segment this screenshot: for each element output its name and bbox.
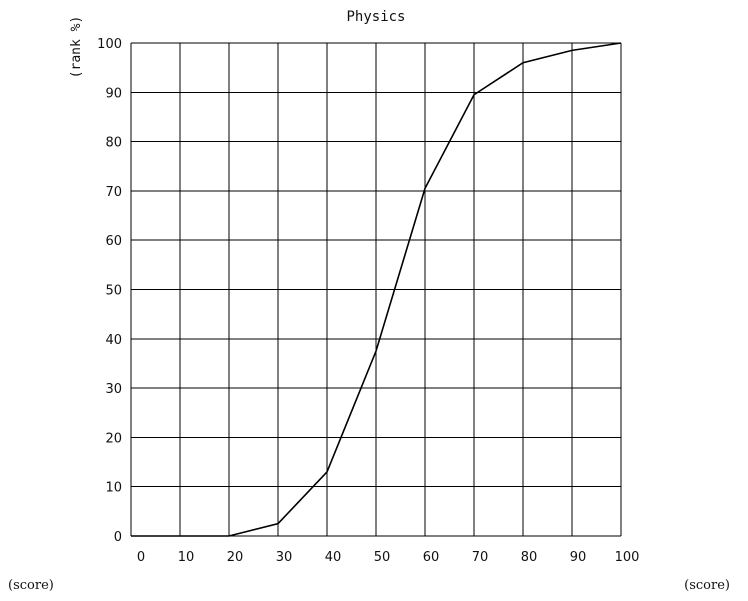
y-axis-label: (rank %) xyxy=(69,16,84,79)
x-tick-label: 100 xyxy=(615,550,640,565)
x-tick-label: 0 xyxy=(137,550,145,565)
chart-title: Physics xyxy=(346,9,405,25)
x-tick-label: 70 xyxy=(472,550,489,565)
y-tick-label: 30 xyxy=(105,382,122,397)
x-tick-label: 80 xyxy=(521,550,538,565)
x-tick-label: 60 xyxy=(423,550,440,565)
x-axis-label-left: (score) xyxy=(8,578,54,593)
x-tick-label: 50 xyxy=(374,550,391,565)
x-tick-label: 90 xyxy=(570,550,587,565)
y-tick-label: 10 xyxy=(105,481,122,496)
x-tick-labels: 0 10 20 30 40 50 60 70 80 90 100 xyxy=(137,550,640,565)
y-tick-label: 50 xyxy=(105,284,122,299)
grid xyxy=(131,43,621,536)
x-tick-label: 20 xyxy=(227,550,244,565)
y-tick-label: 70 xyxy=(105,185,122,200)
y-tick-label: 60 xyxy=(105,234,122,249)
y-tick-label: 100 xyxy=(97,37,122,52)
y-tick-label: 20 xyxy=(105,431,122,446)
x-tick-label: 10 xyxy=(178,550,195,565)
y-tick-label: 40 xyxy=(105,333,122,348)
y-tick-label: 0 xyxy=(114,530,122,545)
x-tick-label: 30 xyxy=(276,550,293,565)
y-tick-labels: 0 10 20 30 40 50 60 70 80 90 100 xyxy=(97,37,122,545)
x-axis-label-right: (score) xyxy=(684,578,730,593)
x-tick-label: 40 xyxy=(325,550,342,565)
y-tick-label: 90 xyxy=(105,86,122,101)
y-tick-label: 80 xyxy=(105,136,122,151)
